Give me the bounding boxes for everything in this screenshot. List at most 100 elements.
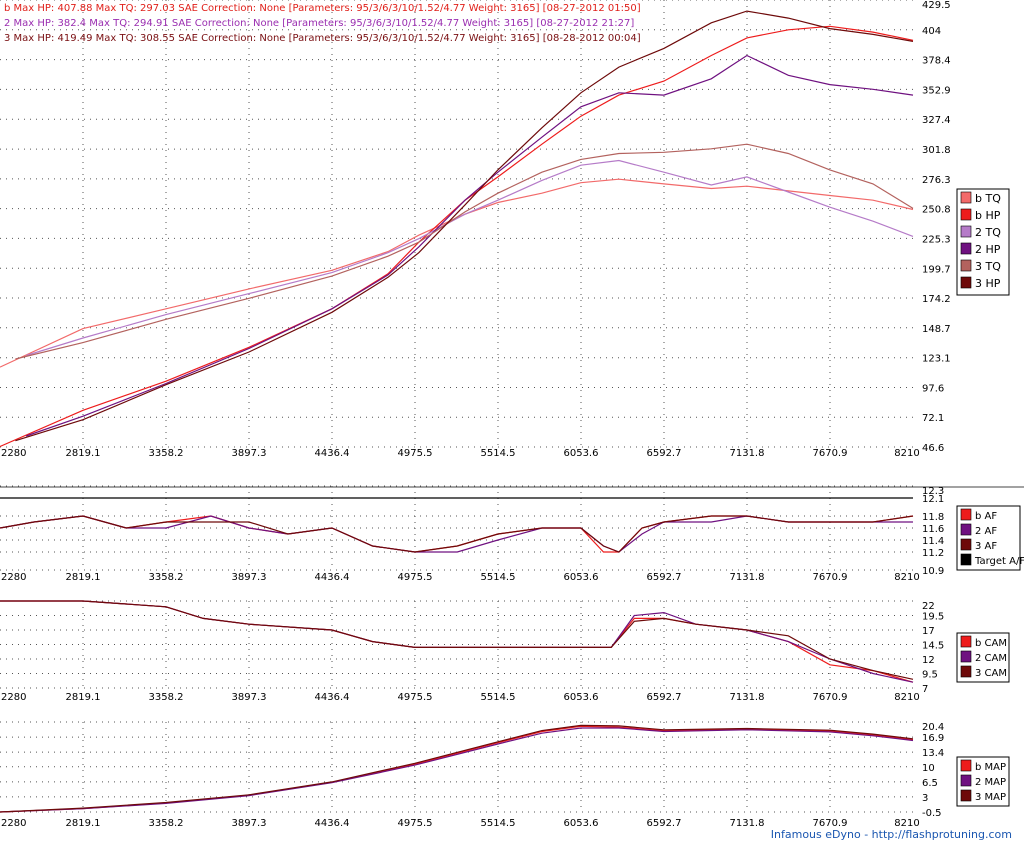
x-tick-label: 8210 xyxy=(894,818,919,829)
x-tick-label: 6592.7 xyxy=(646,818,681,829)
run-b-summary: b Max HP: 407.88 Max TQ: 297.03 SAE Corr… xyxy=(4,3,641,14)
y-tick-label: 352.9 xyxy=(922,85,951,96)
series-line-3-af xyxy=(0,515,914,553)
y-tick-label: 327.4 xyxy=(922,115,951,126)
y-tick-label: 22 xyxy=(922,601,935,612)
legend-label: 2 CAM xyxy=(975,653,1007,664)
x-tick-label: 7131.8 xyxy=(729,692,764,703)
y-tick-label: 3 xyxy=(922,793,928,804)
x-tick-label: 7131.8 xyxy=(729,448,764,459)
x-tick-label: 6053.6 xyxy=(563,448,598,459)
legend-swatch xyxy=(960,665,972,678)
x-tick-label: 3897.3 xyxy=(232,692,267,703)
y-tick-label: 14.5 xyxy=(922,641,944,652)
legend-swatch xyxy=(960,276,972,289)
x-tick-label: 6592.7 xyxy=(646,572,681,583)
x-tick-label: 2280 xyxy=(1,572,26,583)
legend-2: b CAM 2 CAM 3 CAM xyxy=(956,632,1010,683)
x-tick-label: 4975.5 xyxy=(398,692,433,703)
series-line-2-cam xyxy=(0,600,914,683)
x-tick-label: 6053.6 xyxy=(563,818,598,829)
x-tick-label: 7131.8 xyxy=(729,572,764,583)
x-tick-label: 4436.4 xyxy=(315,572,350,583)
x-tick-label: 6592.7 xyxy=(646,448,681,459)
series-line-2-tq xyxy=(26,159,914,357)
series-line-3-hp xyxy=(15,10,914,442)
legend-label: 3 TQ xyxy=(975,260,1001,273)
legend-label: 3 MAP xyxy=(975,792,1006,803)
legend-swatch xyxy=(960,774,972,787)
legend-1: b AF 2 AF 3 AF Target A/F xyxy=(956,505,1024,571)
y-tick-label: 429.5 xyxy=(922,0,951,11)
legend-swatch xyxy=(960,759,972,772)
y-tick-label: 11.6 xyxy=(922,524,944,535)
y-tick-label: 16.9 xyxy=(922,733,944,744)
legend-label: b MAP xyxy=(975,762,1006,773)
x-tick-label: 4436.4 xyxy=(315,818,350,829)
legend-swatch xyxy=(960,635,972,648)
legend-swatch xyxy=(960,538,972,551)
legend-label: 3 AF xyxy=(975,541,997,552)
x-tick-label: 4975.5 xyxy=(398,448,433,459)
legend-swatch xyxy=(960,553,972,566)
y-tick-label: 123.1 xyxy=(922,354,951,365)
y-tick-label: 17 xyxy=(922,626,935,637)
legend-label: b TQ xyxy=(975,192,1001,205)
legend-swatch xyxy=(960,523,972,536)
y-tick-label: 97.6 xyxy=(922,383,944,394)
y-tick-label: 46.6 xyxy=(922,443,944,454)
x-tick-label: 7670.9 xyxy=(812,692,847,703)
y-tick-label: 12.1 xyxy=(922,494,944,505)
y-tick-label: 11.4 xyxy=(922,536,944,547)
panel-1: 2280 2819.1 3358.2 3897.3 4436.4 4975.5 5514.5… xyxy=(0,485,1024,583)
x-tick-label: 8210 xyxy=(894,448,919,459)
series-line-3-tq xyxy=(15,143,914,360)
footer-credit[interactable]: Infamous eDyno - http://flashprotuning.c… xyxy=(770,828,1012,841)
legend-3: b MAP 2 MAP 3 MAP xyxy=(956,756,1010,807)
x-tick-label: 3358.2 xyxy=(149,692,184,703)
x-tick-label: 2819.1 xyxy=(66,448,101,459)
legend-swatch xyxy=(960,508,972,521)
legend-swatch xyxy=(960,208,972,221)
x-tick-label: 2819.1 xyxy=(66,818,101,829)
x-tick-label: 4975.5 xyxy=(398,572,433,583)
y-tick-label: 225.3 xyxy=(922,234,951,245)
x-tick-label: 8210 xyxy=(894,572,919,583)
x-tick-label: 2280 xyxy=(1,692,26,703)
x-tick-label: 2819.1 xyxy=(66,692,101,703)
x-tick-label: 4436.4 xyxy=(315,692,350,703)
x-tick-label: 3897.3 xyxy=(232,818,267,829)
series-line-b-cam xyxy=(0,600,914,683)
series-line-b-tq xyxy=(0,178,914,368)
x-tick-label: 4436.4 xyxy=(315,448,350,459)
x-tick-label: 5514.5 xyxy=(480,448,515,459)
legend-0: b TQ b HP 2 TQ 2 HP 3 TQ 3 HP xyxy=(956,188,1010,296)
legend-swatch xyxy=(960,191,972,204)
y-tick-label: 12 xyxy=(922,655,935,666)
y-tick-label: 174.2 xyxy=(922,294,951,305)
x-tick-label: 4975.5 xyxy=(398,818,433,829)
x-tick-label: 6053.6 xyxy=(563,572,598,583)
series-line-3-map xyxy=(0,724,914,813)
panel-0: 2280 2819.1 3358.2 3897.3 4436.4 4975.5 5514.5… xyxy=(0,0,1010,459)
y-tick-label: -0.5 xyxy=(922,808,942,819)
legend-swatch xyxy=(960,242,972,255)
x-tick-label: 2819.1 xyxy=(66,572,101,583)
legend-swatch xyxy=(960,259,972,272)
legend-label: b HP xyxy=(975,209,1001,222)
y-tick-label: 276.3 xyxy=(922,175,951,186)
y-tick-label: 12.3 xyxy=(922,486,944,497)
panel-2: 2280 2819.1 3358.2 3897.3 4436.4 4975.5 5514.5… xyxy=(0,600,1010,703)
x-tick-label: 3358.2 xyxy=(149,448,184,459)
x-tick-label: 3358.2 xyxy=(149,572,184,583)
y-tick-label: 199.7 xyxy=(922,264,951,275)
series-line-3-cam xyxy=(0,600,914,680)
y-tick-label: 10 xyxy=(922,763,935,774)
x-tick-label: 6592.7 xyxy=(646,692,681,703)
y-tick-label: 404 xyxy=(922,26,941,37)
x-tick-label: 5514.5 xyxy=(480,818,515,829)
x-tick-label: 7670.9 xyxy=(812,572,847,583)
legend-swatch xyxy=(960,650,972,663)
series-line-b-hp xyxy=(0,25,914,448)
